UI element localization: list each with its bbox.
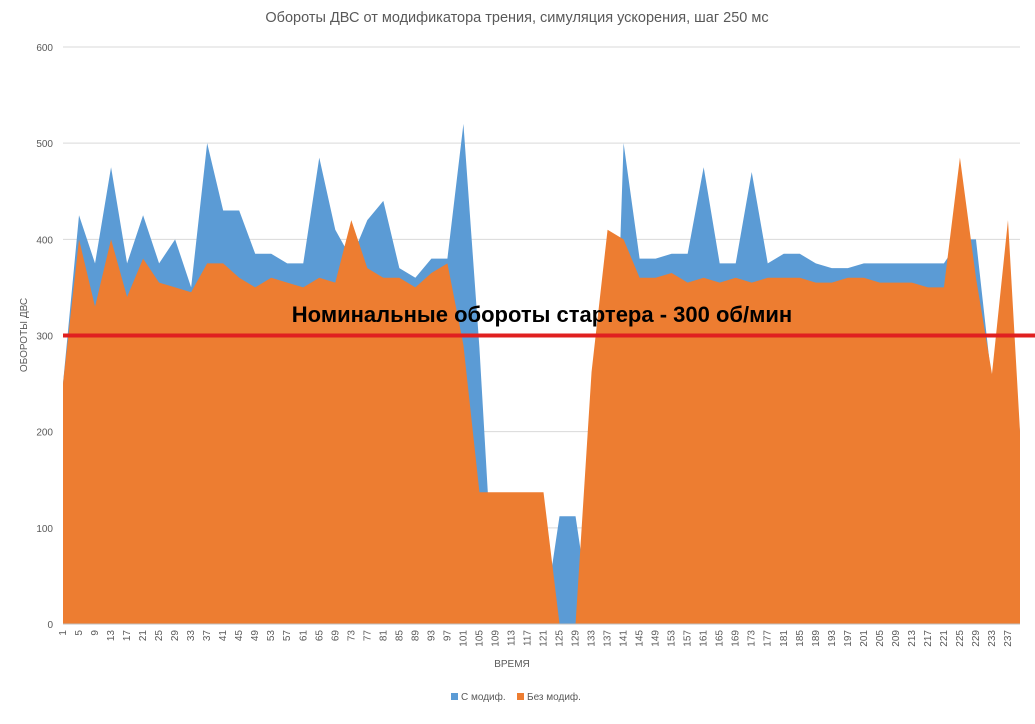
axes: 0 100 200 300 400 500 600 1 5 9 13 17 21 25 29 33 37 41 45…: [36, 43, 1020, 647]
x-tick-label: 69: [330, 630, 341, 642]
x-tick-label: 1: [58, 630, 69, 636]
x-tick-label: 209: [891, 630, 902, 647]
x-tick-label: 213: [907, 630, 918, 647]
x-tick-label: 137: [603, 630, 614, 647]
x-tick-label: 169: [731, 630, 742, 647]
y-tick-label: 0: [47, 620, 53, 631]
x-tick-label: 205: [875, 630, 886, 647]
x-tick-label: 57: [282, 630, 293, 642]
x-tick-label: 21: [138, 630, 149, 642]
x-tick-label: 177: [763, 630, 774, 647]
x-tick-label: 121: [539, 630, 550, 647]
legend-swatch-with-modifier: [451, 693, 458, 700]
legend: С модиф. Без модиф.: [451, 691, 581, 703]
x-tick-label: 85: [394, 630, 405, 642]
x-tick-label: 129: [571, 630, 582, 647]
x-tick-label: 133: [587, 630, 598, 647]
chart-title: Обороты ДВС от модификатора трения, симу…: [265, 10, 768, 26]
x-tick-label: 45: [234, 630, 245, 642]
y-axis-title: ОБОРОТЫ ДВС: [19, 298, 30, 372]
x-tick-label: 185: [795, 630, 806, 647]
x-tick-label: 37: [202, 630, 213, 642]
x-tick-label: 77: [362, 630, 373, 642]
x-tick-label: 221: [939, 630, 950, 647]
starter-rpm-annotation: Номинальные обороты стартера - 300 об/ми…: [63, 302, 1035, 338]
x-tick-label: 113: [506, 630, 517, 646]
x-tick-label: 193: [827, 630, 838, 647]
series-area-without-modifier: [63, 157, 1020, 624]
y-tick-label: 400: [36, 235, 53, 246]
y-tick-label: 300: [36, 332, 53, 343]
x-tick-label: 49: [250, 630, 261, 642]
x-tick-label: 61: [298, 630, 309, 642]
x-tick-label: 93: [426, 630, 437, 642]
y-tick-label: 100: [36, 524, 53, 535]
x-tick-label: 141: [619, 630, 630, 647]
series-areas: [63, 123, 1020, 624]
x-axis-title: ВРЕМЯ: [494, 659, 530, 670]
x-tick-label: 225: [955, 630, 966, 647]
x-tick-label: 17: [122, 630, 133, 642]
x-tick-label: 173: [747, 630, 758, 647]
x-tick-label: 101: [458, 630, 469, 647]
x-tick-label: 73: [346, 630, 357, 642]
x-tick-label: 201: [859, 630, 870, 647]
x-tick-label: 161: [699, 630, 710, 647]
y-tick-label: 600: [36, 43, 53, 54]
x-tick-label: 5: [74, 630, 85, 636]
x-tick-label: 29: [170, 630, 181, 642]
x-tick-label: 181: [779, 630, 790, 647]
x-tick-label: 149: [651, 630, 662, 647]
x-tick-label: 33: [186, 630, 197, 642]
x-tick-label: 97: [442, 630, 453, 642]
x-tick-label: 53: [266, 630, 277, 642]
y-tick-label: 200: [36, 428, 53, 439]
x-tick-label: 41: [218, 630, 229, 642]
annotation-label: Номинальные обороты стартера - 300 об/ми…: [292, 302, 792, 327]
x-tick-label: 109: [490, 630, 501, 647]
x-tick-label: 13: [106, 630, 117, 642]
x-tick-label: 157: [683, 630, 694, 647]
x-tick-label: 125: [555, 630, 566, 647]
x-tick-label: 197: [843, 630, 854, 647]
x-tick-label: 145: [635, 630, 646, 647]
legend-label-without-modifier: Без модиф.: [527, 691, 581, 703]
x-tick-label: 65: [314, 630, 325, 642]
x-tick-label: 237: [1003, 630, 1014, 647]
x-tick-label: 217: [923, 630, 934, 647]
x-tick-label: 89: [410, 630, 421, 642]
x-tick-label: 117: [522, 630, 533, 646]
x-tick-label: 229: [971, 630, 982, 647]
x-tick-label: 105: [474, 630, 485, 647]
legend-swatch-without-modifier: [517, 693, 524, 700]
y-tick-label: 500: [36, 139, 53, 150]
x-tick-label: 233: [987, 630, 998, 647]
legend-label-with-modifier: С модиф.: [461, 691, 506, 703]
x-tick-label: 189: [811, 630, 822, 647]
x-tick-label: 9: [90, 630, 101, 636]
x-tick-label: 81: [378, 630, 389, 642]
x-tick-label: 25: [154, 630, 165, 642]
x-tick-label: 165: [715, 630, 726, 647]
x-tick-label: 153: [667, 630, 678, 647]
